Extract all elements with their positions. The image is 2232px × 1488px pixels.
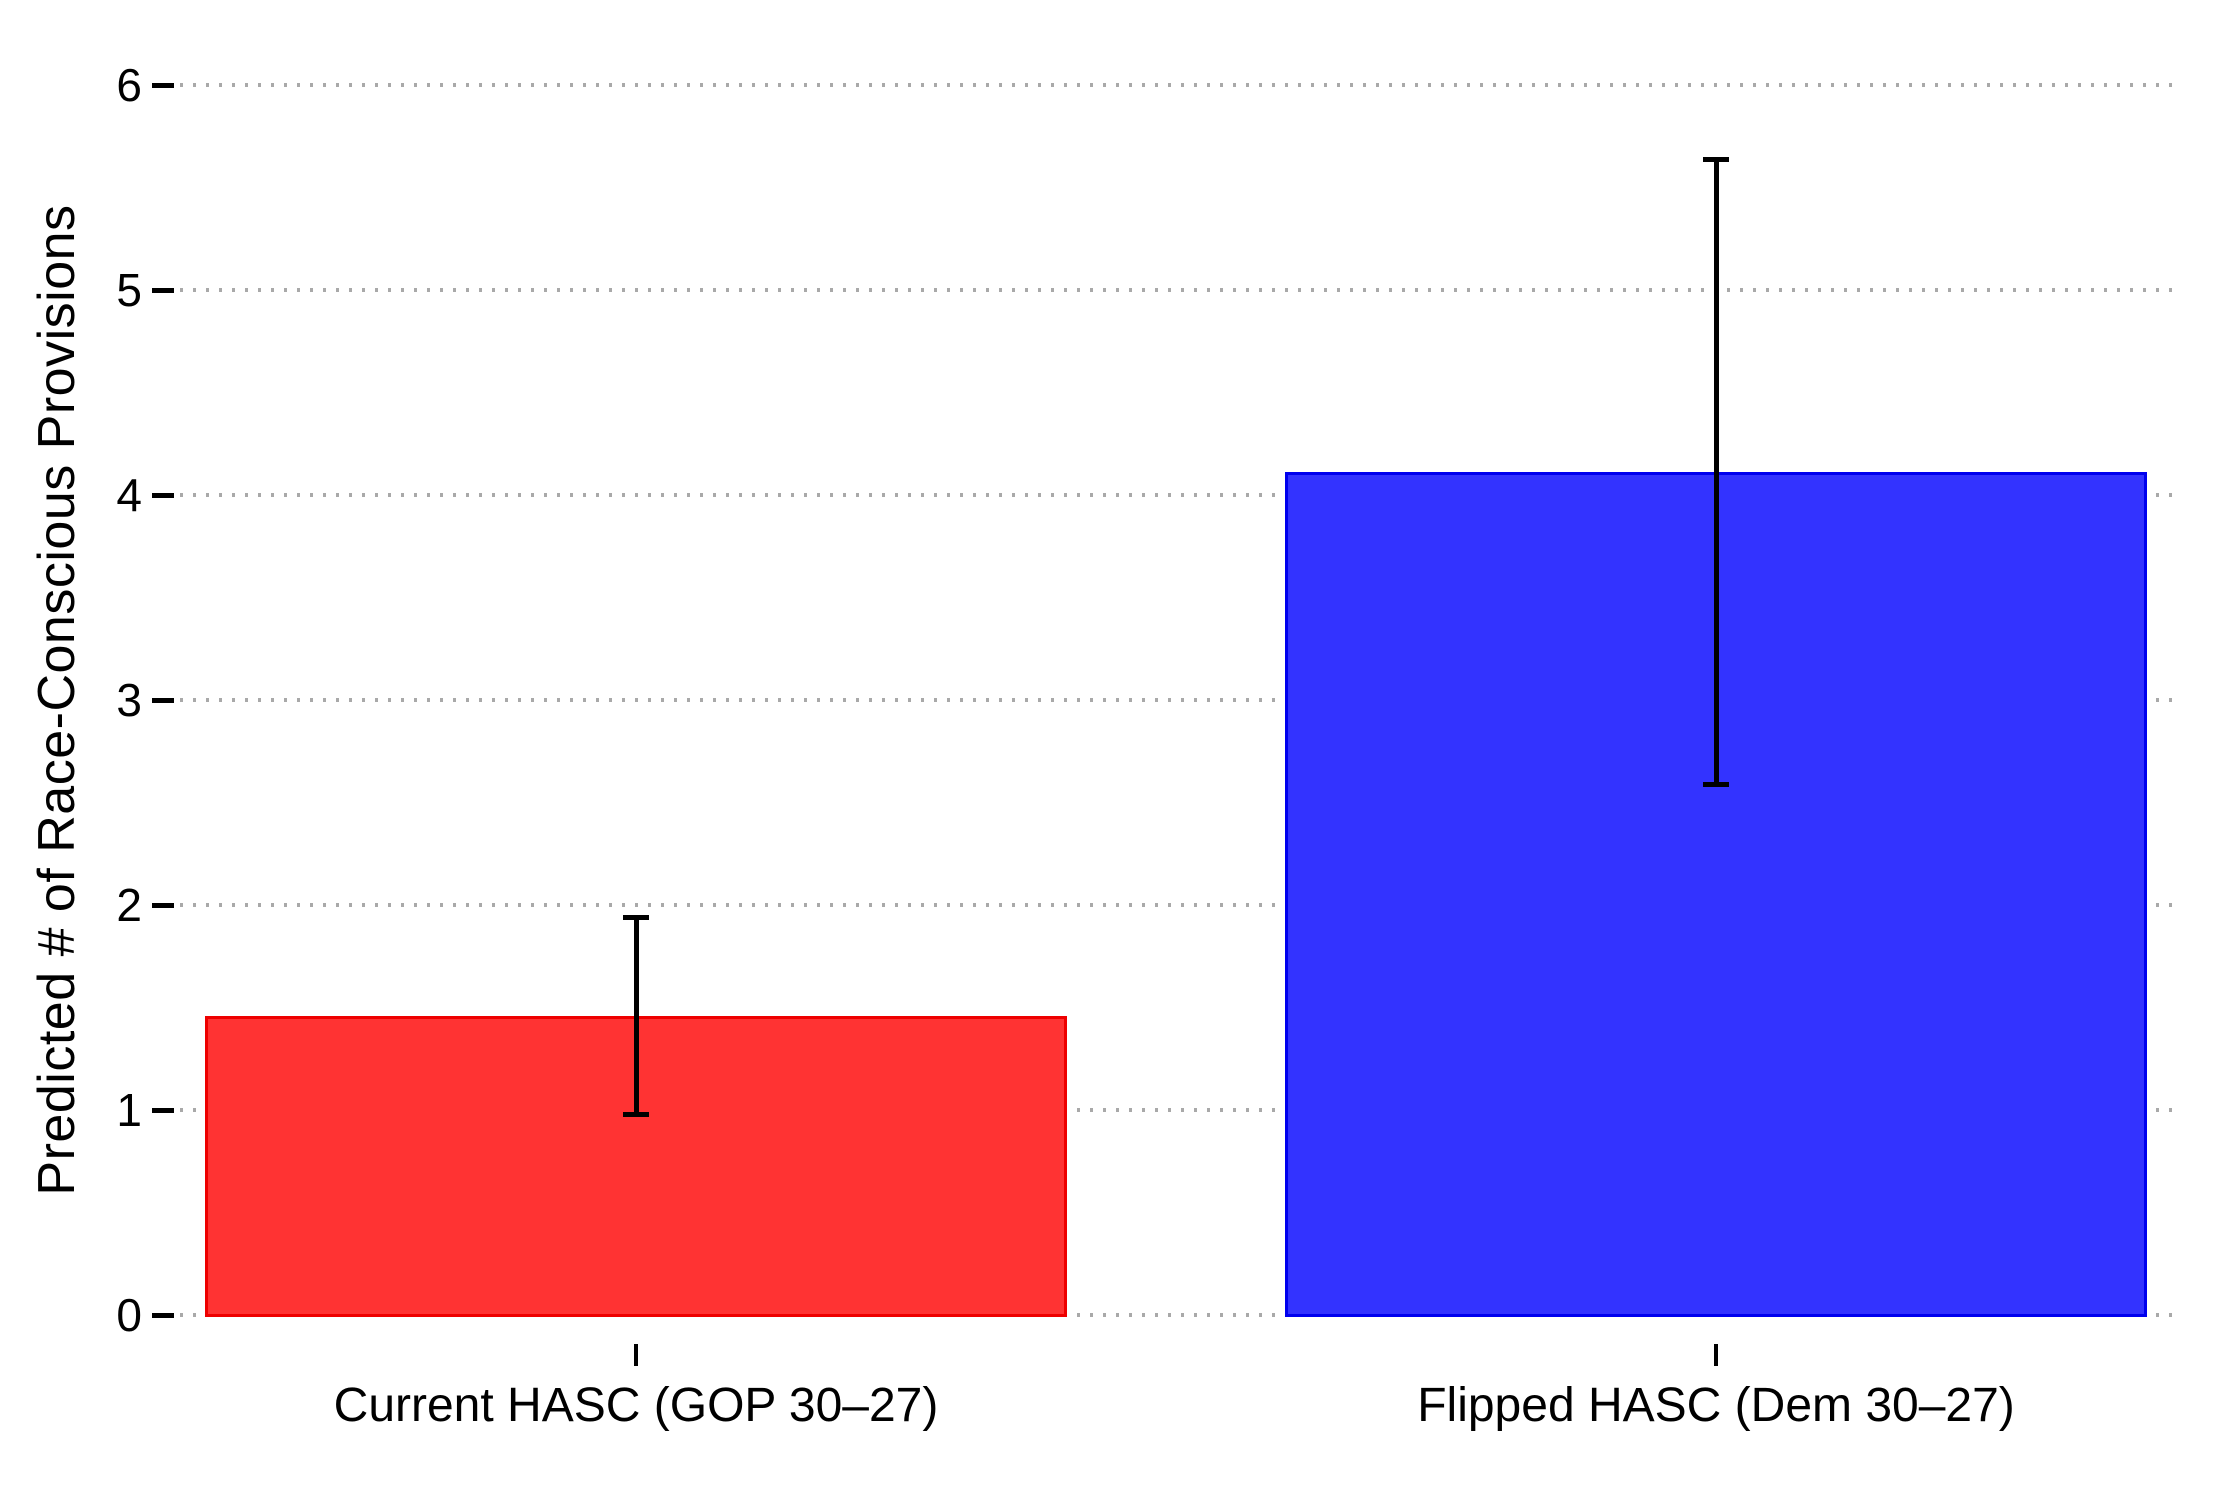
y-tick-mark-5 — [152, 288, 174, 293]
error-bar-line-1 — [1713, 158, 1719, 785]
y-tick-label-1: 1 — [116, 1084, 142, 1136]
y-tick-mark-4 — [152, 493, 174, 498]
y-tick-label-0: 0 — [116, 1289, 142, 1341]
y-tick-label-3: 3 — [116, 674, 142, 726]
x-category-label-1: Flipped HASC (Dem 30–27) — [1417, 1379, 2015, 1432]
y-tick-mark-1 — [152, 1108, 174, 1113]
y-tick-label-6: 6 — [116, 59, 142, 111]
error-bar-line-0 — [633, 917, 639, 1115]
x-category-label-0: Current HASC (GOP 30–27) — [333, 1379, 939, 1432]
gridline-y-4 — [180, 493, 2175, 497]
x-tick-mark-1 — [1714, 1344, 1718, 1366]
gridline-y-0 — [180, 1313, 2175, 1317]
y-tick-mark-0 — [152, 1313, 174, 1318]
error-bar-bottom-cap-0 — [623, 1112, 649, 1118]
y-tick-mark-6 — [152, 83, 174, 88]
y-tick-mark-3 — [152, 698, 174, 703]
y-tick-label-2: 2 — [116, 879, 142, 931]
y-tick-label-4: 4 — [116, 469, 142, 521]
gridline-y-6 — [180, 83, 2175, 87]
y-tick-mark-2 — [152, 903, 174, 908]
error-bar-top-cap-0 — [623, 915, 649, 921]
gridline-y-2 — [180, 903, 2175, 907]
gridline-y-3 — [180, 698, 2175, 702]
gridline-y-1 — [180, 1108, 2175, 1112]
error-bar-bottom-cap-1 — [1703, 782, 1729, 788]
x-tick-mark-0 — [634, 1344, 638, 1366]
y-tick-label-5: 5 — [116, 264, 142, 316]
error-bar-top-cap-1 — [1703, 156, 1729, 162]
gridline-y-5 — [180, 288, 2175, 292]
